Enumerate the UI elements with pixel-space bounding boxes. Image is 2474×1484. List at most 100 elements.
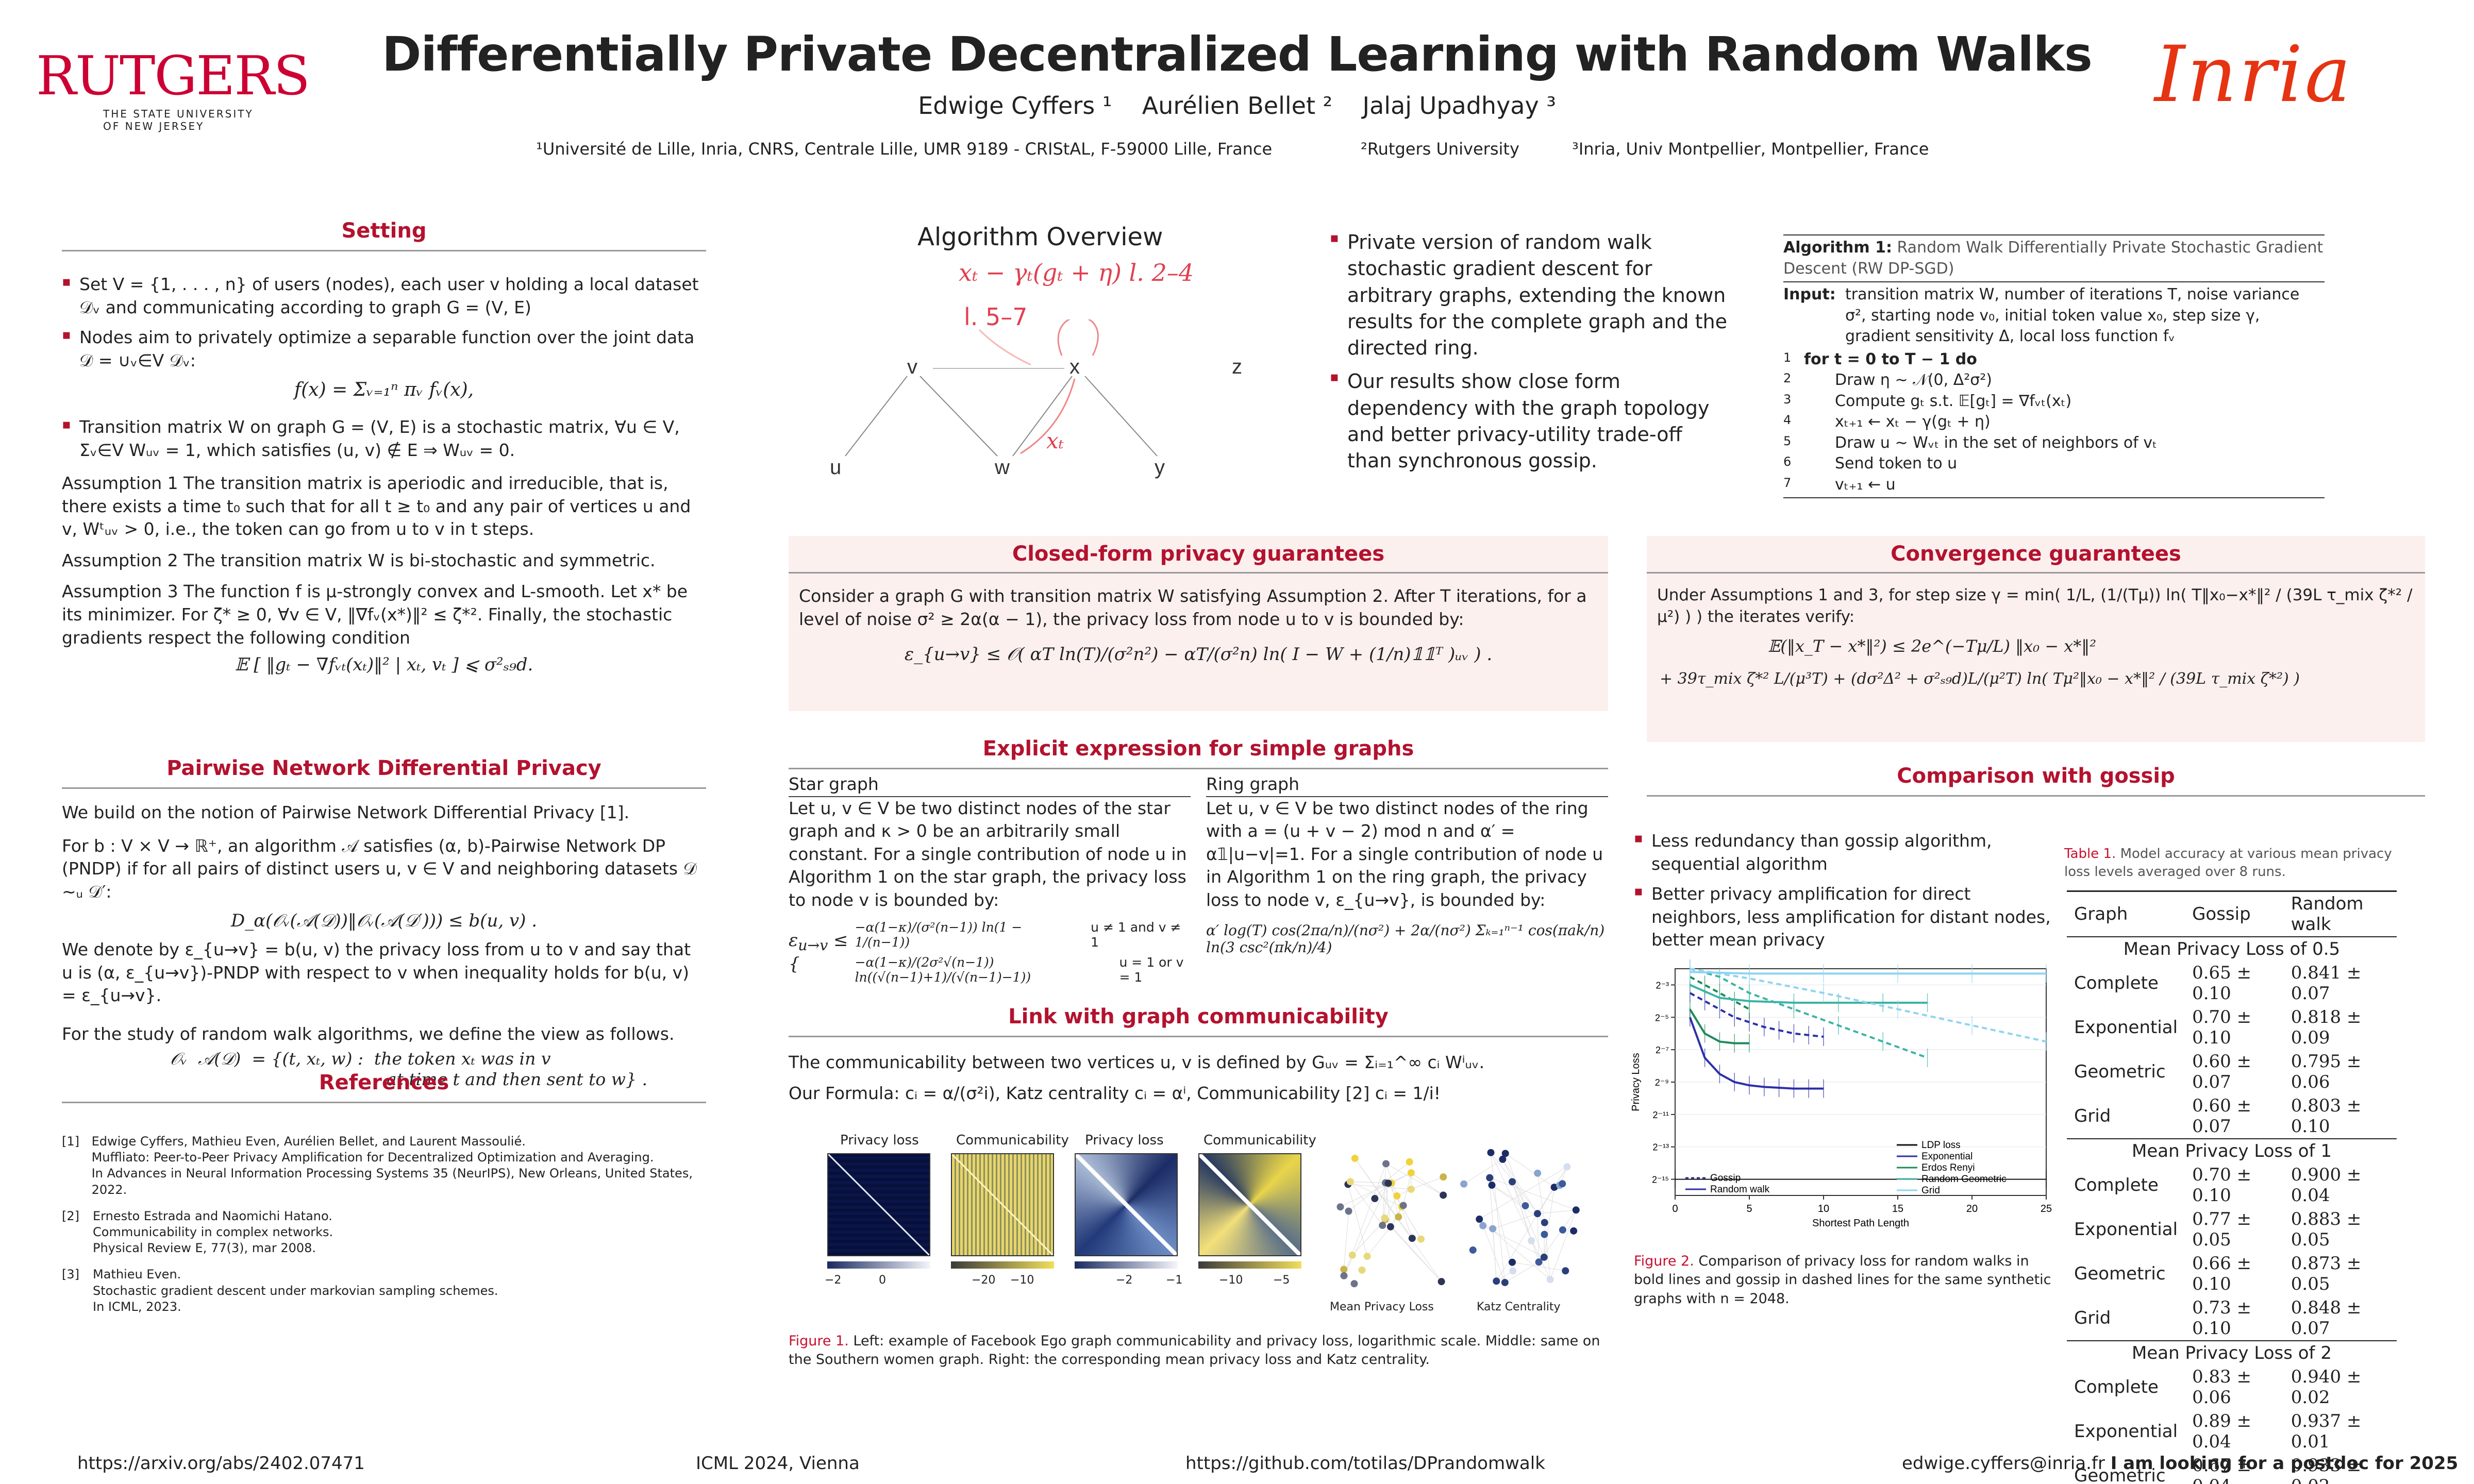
table-cell-graph: Grid [2074, 1308, 2111, 1328]
footer-email-link[interactable]: edwige.cyffers@inria.fr [1902, 1453, 2105, 1474]
legend-erdos-renyi: Erdos Renyi [1921, 1162, 1975, 1173]
pndp-notation: We denote by ε_{u→v} = b(u, v) the priva… [62, 939, 691, 1006]
graph-edge [1355, 1158, 1413, 1239]
graph-node [1486, 1174, 1494, 1182]
rutgers-sub2: OF NEW JERSEY [103, 120, 205, 132]
graph-edge [1343, 1211, 1349, 1270]
closed-form-box [789, 536, 1608, 711]
graph-edge [1489, 1177, 1513, 1271]
algorithm-lines: 1 for t = 0 to T − 1 do 2 Draw η ∼ 𝒩(0, Δ²… [1783, 349, 2325, 498]
table-row: Geometric 0.67 ± 0.04 0.933 ± 0.02 [2067, 1454, 2397, 1484]
graph-edge [1537, 1213, 1540, 1262]
graph-node [1379, 1222, 1386, 1229]
heatmap-title-2: Communicability [956, 1133, 1069, 1148]
inria-logo: Inria [2154, 36, 2443, 139]
legend-gossip: Gossip [1710, 1173, 1741, 1184]
graph-edge [1490, 1177, 1576, 1210]
graph-edge [1544, 1234, 1545, 1257]
graph-node [1340, 1266, 1348, 1273]
algorithm-box: Algorithm 1: Random Walk Differentially … [1783, 234, 2325, 498]
algorithm-header: Algorithm 1: Random Walk Differentially … [1783, 234, 2325, 282]
graph-edge [1391, 1183, 1399, 1217]
assumption-2: Assumption 2 The transition matrix W is … [62, 550, 656, 570]
table-cell-gossip: 0.70 ± 0.10 [2192, 1165, 2252, 1206]
table-cell-gossip: 0.70 ± 0.10 [2192, 1007, 2252, 1048]
affiliation-1: ¹Université de Lille, Inria, CNRS, Centr… [536, 139, 1273, 159]
ring-graph-title: Ring graph [1206, 773, 1608, 797]
series-grid-dashed [1690, 968, 2047, 1043]
graph-node [1469, 1246, 1477, 1254]
node-x: x [1069, 356, 1080, 378]
reference-3-venue: In ICML, 2023. [93, 1299, 181, 1314]
table-cell-gossip: 0.66 ± 0.10 [2192, 1253, 2252, 1294]
pndp-title: Pairwise Network Differential Privacy [166, 756, 601, 780]
node-y: y [1155, 456, 1165, 479]
table-header-gossip: Gossip [2192, 904, 2251, 924]
y-tick-label: 2⁻¹¹ [1653, 1110, 1669, 1120]
colorbar-2-tick-b: −10 [1010, 1274, 1034, 1287]
gossip-bullet-1: Less redundancy than gossip algorithm, s… [1634, 830, 2057, 875]
x-tick-label: 10 [1818, 1203, 1829, 1215]
convergence-title: Convergence guarantees [1891, 542, 2181, 566]
reference-1-title: Muffliato: Peer-to-Peer Privacy Amplific… [91, 1150, 654, 1165]
table-row: Exponential 0.89 ± 0.04 0.937 ± 0.01 [2067, 1409, 2397, 1454]
footer-venue: ICML 2024, Vienna [696, 1453, 860, 1474]
x-tick-label: 15 [1892, 1203, 1903, 1215]
comm-definition: The communicability between two vertices… [789, 1052, 1485, 1072]
graph-node [1562, 1267, 1569, 1275]
table-cell-graph: Complete [2074, 1377, 2159, 1397]
convergence-rule [1647, 572, 2425, 574]
graph-node [1479, 1222, 1487, 1229]
colorbar-3-tick-a: −2 [1116, 1274, 1133, 1287]
x-tick-label: 0 [1672, 1203, 1678, 1215]
assumption-3-eq: 𝔼 [ ‖gₜ − ∇fᵥₜ(xₜ)‖² | xₜ, vₜ ] ⩽ σ²ₛ₉d. [235, 654, 533, 676]
table-row: Complete 0.70 ± 0.10 0.900 ± 0.04 [2067, 1163, 2397, 1207]
comm-title: Link with graph communicability [1008, 1005, 1389, 1028]
table-row: Exponential 0.77 ± 0.05 0.883 ± 0.05 [2067, 1207, 2397, 1252]
line-text: Draw u ∼ Wᵥₜ in the set of neighbors of … [1835, 433, 2157, 452]
footer-github-link[interactable]: https://github.com/totilas/DPrandomwalk [1185, 1453, 1545, 1474]
graph-node [1541, 1230, 1548, 1238]
legend-grid: Grid [1921, 1185, 1940, 1196]
graph-node [1371, 1195, 1379, 1203]
table-cell-gossip: 0.67 ± 0.04 [2192, 1455, 2252, 1484]
rutgers-wordmark: RUTGERS [36, 44, 310, 107]
star-eq-case-2: −α(1−κ)/(2σ²√(n−1)) ln((√(n−1)+1)/(√(n−1… [855, 955, 1191, 985]
star-eq-case-2-cond: u = 1 or v = 1 [1119, 955, 1184, 985]
star-eq-case-1: −α(1−κ)/(σ²(n−1)) ln(1 − 1/(n−1)) u ≠ 1 a… [855, 920, 1191, 950]
y-tick-label: 2⁻⁷ [1656, 1045, 1669, 1055]
graph-edge [1512, 1182, 1540, 1262]
setting-rule [62, 250, 706, 251]
graph-scatter-katz [1460, 1149, 1580, 1286]
step57-arrow [978, 329, 1031, 366]
footer-arxiv-link[interactable]: https://arxiv.org/abs/2402.07471 [77, 1453, 365, 1474]
graph-node [1540, 1253, 1548, 1261]
graph-node [1488, 1182, 1496, 1189]
table-1-caption: Table 1. Model accuracy at various mean … [2064, 845, 2399, 881]
table-cell-rw: 0.883 ± 0.05 [2291, 1209, 2362, 1250]
reference-3-title: Stochastic gradient descent under markov… [93, 1283, 498, 1298]
table-cell-rw: 0.933 ± 0.02 [2291, 1455, 2362, 1484]
ring-graph-eq: α′ log(T) cos(2πa/n)/(nσ²) + 2α/(nσ²) Σₖ… [1206, 922, 1605, 956]
edge-x-y [1084, 376, 1158, 457]
convergence-eq-2: + 39τ_mix ζ*² L/(μ³T) + (dσ²Δ² + σ²ₛ₉d)L… [1660, 670, 2300, 688]
graph-edge [1385, 1219, 1442, 1282]
algorithm-line: 5 Draw u ∼ Wᵥₜ in the set of neighbors of… [1783, 433, 2325, 454]
graph-edge [1401, 1206, 1422, 1239]
table-1-label: Table 1. [2064, 846, 2116, 862]
gossip-bullet-2: Better privacy amplification for direct … [1634, 883, 2057, 952]
table-cell-gossip: 0.60 ± 0.07 [2192, 1095, 2252, 1137]
graph-edge [1411, 1176, 1444, 1190]
graph-node [1407, 1186, 1415, 1193]
graph-node [1417, 1235, 1425, 1243]
graph-node [1406, 1158, 1413, 1166]
table-cell-rw: 0.848 ± 0.07 [2291, 1297, 2362, 1339]
graph-node [1340, 1272, 1348, 1279]
figure-1-caption: Figure 1. Left: example of Facebook Ego … [789, 1332, 1608, 1370]
reference-2-venue: Physical Review E, 77(3), mar 2008. [93, 1241, 316, 1256]
rutgers-sub1: THE STATE UNIVERSITY [103, 108, 254, 120]
legend-random-geometric: Random Geometric [1921, 1174, 2007, 1185]
reference-3: [3] Mathieu Even. Stochastic gradient de… [62, 1267, 706, 1315]
graph-node [1440, 1191, 1447, 1199]
table-row: Exponential 0.70 ± 0.10 0.818 ± 0.09 [2067, 1005, 2397, 1050]
